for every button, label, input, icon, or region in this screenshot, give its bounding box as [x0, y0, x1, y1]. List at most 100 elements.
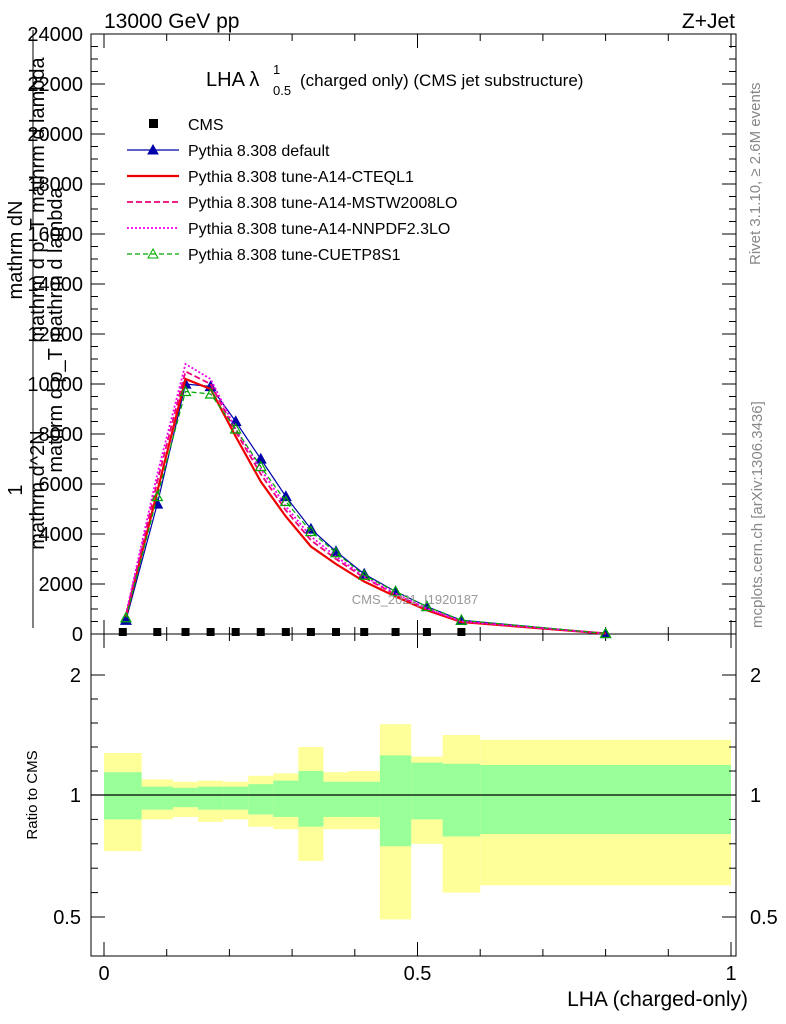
cms-point [391, 628, 400, 636]
y-tick-label: 24000 [27, 24, 83, 46]
title-rest: (charged only) (CMS jet substructure) [300, 71, 583, 90]
ratio-bands [91, 724, 736, 920]
ratio-band-inner [141, 786, 173, 810]
series-marker-4 [389, 585, 402, 597]
series-marker-4 [119, 611, 132, 623]
y-tick-label: 2000 [39, 574, 84, 596]
cms-data-points [118, 628, 466, 636]
series-marker-4 [279, 495, 292, 507]
legend-label: Pythia 8.308 tune-A14-NNPDF2.3LO [188, 221, 450, 238]
ratio-tick-label: 0.5 [53, 907, 81, 929]
rivet-side-label: Rivet 3.1.10, ≥ 2.6M events [747, 83, 764, 266]
legend: CMS Pythia 8.308 default Pythia 8.308 tune… [127, 117, 457, 264]
series-marker-4 [254, 460, 267, 472]
x-axis-label: LHA (charged-only) [567, 988, 748, 1011]
series-line-1 [124, 377, 606, 635]
series-marker-4 [179, 385, 192, 397]
cms-point [153, 628, 162, 636]
legend-label: Pythia 8.308 tune-A14-CTEQL1 [188, 169, 414, 186]
legend-marker [147, 143, 159, 155]
y-tick-label: 8000 [39, 424, 84, 446]
series-marker-0 [254, 452, 267, 464]
legend-cms-marker [149, 119, 158, 128]
series-line-4 [125, 390, 606, 635]
cms-point [281, 628, 290, 636]
ratio-band-inner [273, 780, 299, 817]
ylabel-fraction-one: 1 [5, 484, 27, 495]
ratio-band-inner [172, 787, 199, 808]
ratio-axis-ticks: 0.5 0.5 1 1 2 2 0 0.5 1 [53, 634, 778, 985]
series-layer [119, 362, 612, 639]
legend-entry-3: Pythia 8.308 tune-A14-MSTW2008LO [127, 195, 457, 212]
y-tick-label: 10000 [27, 374, 83, 396]
series-line-3 [125, 362, 606, 635]
legend-entry-0: CMS [149, 117, 224, 134]
cms-point [360, 628, 369, 636]
chart-title: LHA λ 1 0.5 (charged only) (CMS jet subs… [206, 62, 583, 98]
y-tick-label: 6000 [39, 474, 84, 496]
analysis-watermark: CMS_2021_I1920187 [352, 592, 479, 607]
cms-point [422, 628, 431, 636]
ylabel-upper-numerator: mathrm dN [5, 201, 27, 300]
legend-entry-2: Pythia 8.308 tune-A14-CTEQL1 [127, 169, 414, 186]
ratio-tick-label: 2 [70, 665, 81, 687]
series-marker-0 [229, 415, 242, 427]
ratio-ylabel: Ratio to CMS [24, 750, 41, 839]
cms-point [331, 628, 340, 636]
y-tick-label: 20000 [27, 124, 83, 146]
ratio-tick-label-right: 0.5 [750, 907, 778, 929]
ratio-tick-label-right: 1 [750, 785, 761, 807]
ratio-band-inner [480, 765, 731, 835]
legend-label: Pythia 8.308 tune-CUETP8S1 [188, 247, 401, 264]
ratio-band-inner [442, 763, 481, 837]
series-marker-4 [420, 600, 433, 612]
ratio-band-inner [198, 786, 224, 810]
x-tick-label: 1 [725, 963, 736, 985]
ratio-tick-label: 1 [70, 785, 81, 807]
energy-label: 13000 GeV pp [104, 10, 239, 33]
cms-point [256, 628, 265, 636]
ratio-band-inner [223, 786, 249, 810]
series-marker-4 [455, 614, 468, 625]
y-tick-label: 4000 [39, 524, 84, 546]
ratio-tick-label-right: 2 [750, 665, 761, 687]
x-tick-label: 0 [98, 963, 109, 985]
series-marker-4 [329, 546, 343, 558]
legend-label: CMS [188, 117, 224, 134]
process-label: Z+Jet [682, 10, 735, 33]
cms-point [231, 628, 240, 636]
ratio-band-inner [379, 755, 412, 847]
legend-entry-5: Pythia 8.308 tune-CUETP8S1 [127, 247, 401, 264]
legend-label: Pythia 8.308 tune-A14-MSTW2008LO [188, 195, 457, 212]
title-sup: 1 [273, 62, 280, 77]
y-axis-label: 1 mathrm d^2N mathrm dN mathrm d p_T mat… [5, 30, 67, 628]
cms-point [457, 628, 466, 636]
title-sub: 0.5 [273, 83, 291, 98]
series-marker-4 [151, 490, 164, 502]
legend-label: Pythia 8.308 default [188, 143, 330, 160]
main-axis-ticks: 0 2000 4000 6000 8000 10000 12000 14000 16000 180… [27, 24, 736, 646]
legend-entry-4: Pythia 8.308 tune-A14-NNPDF2.3LO [127, 221, 450, 238]
cms-point [118, 628, 127, 636]
y-tick-label: 22000 [27, 74, 83, 96]
series-marker-4 [358, 569, 371, 580]
ratio-band-inner [411, 762, 443, 820]
cms-point [181, 628, 190, 636]
cms-point [306, 628, 315, 636]
title-main: LHA λ [206, 69, 259, 91]
series-marker-4 [204, 387, 217, 399]
series-marker-4 [304, 525, 317, 537]
y-tick-label: 16000 [27, 224, 83, 246]
cms-point [206, 628, 215, 636]
y-tick-label: 14000 [27, 274, 83, 296]
ratio-band-inner [248, 784, 274, 815]
x-tick-label: 0.5 [404, 963, 432, 985]
ylabel-denominator: mathrm d p_T mathrm d lambda [45, 186, 67, 472]
legend-marker [147, 247, 159, 259]
y-tick-label: 18000 [27, 174, 83, 196]
y-tick-label: 0 [72, 624, 83, 646]
ratio-band-inner [323, 781, 349, 817]
series-marker-4 [599, 627, 612, 639]
